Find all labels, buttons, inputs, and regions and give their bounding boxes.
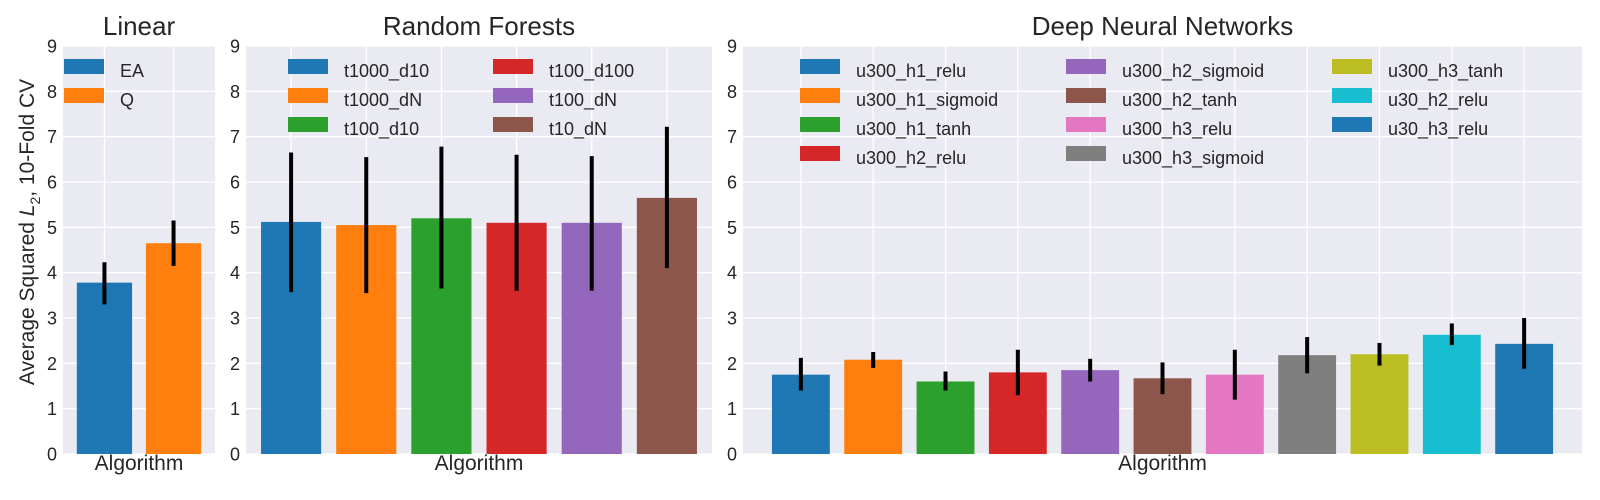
y-tick-label: 2 <box>727 354 737 374</box>
bar-Q <box>145 243 202 454</box>
y-tick-label: 4 <box>727 263 737 283</box>
y-tick-label: 0 <box>47 445 57 465</box>
y-tick-label: 5 <box>230 218 240 238</box>
legend-swatch-t1000-d10 <box>288 59 328 74</box>
legend-label: Q <box>120 90 134 110</box>
legend-swatch-t100-d10 <box>288 117 328 132</box>
legend-label: u30_h2_relu <box>1388 90 1488 111</box>
y-tick-label: 9 <box>727 37 737 57</box>
legend-swatch-u300-h2-tanh <box>1066 88 1106 103</box>
legend-swatch-u300-h3-relu <box>1066 117 1106 132</box>
legend-label: u300_h2_relu <box>856 148 966 169</box>
legend-swatch-t1000-dN <box>288 88 328 103</box>
legend-label: u30_h3_relu <box>1388 119 1488 140</box>
bar-u300-h1-tanh <box>916 381 975 454</box>
legend-swatch-u300-h3-sigmoid <box>1066 146 1106 161</box>
y-tick-label: 4 <box>47 263 57 283</box>
legend: u300_h1_reluu300_h1_sigmoidu300_h1_tanhu… <box>800 59 1503 169</box>
bar-EA <box>76 282 133 454</box>
plot-area <box>246 46 712 454</box>
x-axis-label: Algorithm <box>95 452 184 475</box>
legend-label: u300_h1_relu <box>856 61 966 82</box>
bar-u30-h2-relu <box>1422 334 1481 454</box>
y-tick-label: 6 <box>727 173 737 193</box>
y-tick-label: 1 <box>727 399 737 419</box>
panel-random-forests: 0 1 2 3 4 5 6 7 8 9 Random Forests Algorithm t1000_d… <box>230 11 712 475</box>
panel-title: Deep Neural Networks <box>1032 11 1294 41</box>
y-tick-label: 5 <box>727 218 737 238</box>
legend-label: u300_h2_sigmoid <box>1122 61 1264 82</box>
y-tick-label: 9 <box>230 37 240 57</box>
legend-swatch-u300-h1-tanh <box>800 117 840 132</box>
legend-label: u300_h3_sigmoid <box>1122 148 1264 169</box>
y-tick-label: 3 <box>727 309 737 329</box>
x-axis-label: Algorithm <box>435 452 524 475</box>
y-tick-label: 6 <box>47 173 57 193</box>
y-tick-label: 3 <box>230 309 240 329</box>
y-tick-label: 1 <box>230 399 240 419</box>
y-tick-label: 2 <box>230 354 240 374</box>
legend-label: u300_h1_tanh <box>856 119 971 140</box>
bar-u300-h1-sigmoid <box>844 359 903 454</box>
y-tick-label: 1 <box>47 399 57 419</box>
y-tick-label: 9 <box>47 37 57 57</box>
legend-label: u300_h2_tanh <box>1122 90 1237 111</box>
legend-label: u300_h1_sigmoid <box>856 90 998 111</box>
x-axis-label: Algorithm <box>1118 452 1207 475</box>
panel-title: Random Forests <box>383 11 575 41</box>
legend: t1000_d10 t1000_dN t100_d10 t100_d100 t100_d… <box>288 59 634 140</box>
y-tick-label: 0 <box>230 445 240 465</box>
legend-swatch-t10-dN <box>493 117 533 132</box>
legend-label: t100_d10 <box>344 119 419 140</box>
legend-label: u300_h3_relu <box>1122 119 1232 140</box>
bar-u300-h3-tanh <box>1350 354 1409 454</box>
legend-swatch-t100-d100 <box>493 59 533 74</box>
legend-label: t10_dN <box>549 119 607 140</box>
y-tick-label: 5 <box>47 218 57 238</box>
legend-label: EA <box>120 61 144 81</box>
legend-swatch-Q <box>64 88 104 103</box>
legend-swatch-u300-h3-tanh <box>1332 59 1372 74</box>
legend-swatch-u300-h1-sigmoid <box>800 88 840 103</box>
y-tick-label: 2 <box>47 354 57 374</box>
legend-swatch-u300-h2-sigmoid <box>1066 59 1106 74</box>
legend-label: t100_dN <box>549 90 617 111</box>
y-tick-label: 8 <box>230 82 240 102</box>
y-tick-label: 0 <box>727 445 737 465</box>
legend-swatch-EA <box>64 59 104 74</box>
panel-title: Linear <box>103 11 176 41</box>
legend-label: t1000_dN <box>344 90 422 111</box>
y-tick-label: 6 <box>230 173 240 193</box>
y-tick-label: 7 <box>727 127 737 147</box>
bar-u300-h2-sigmoid <box>1061 370 1120 454</box>
panel-deep-neural-networks: 0 1 2 3 4 5 6 7 8 9 Deep Neural Networks Algorithm u… <box>727 11 1582 475</box>
legend-swatch-t100-dN <box>493 88 533 103</box>
y-axis-label: Average Squared L2, 10-Fold CV <box>16 79 43 385</box>
legend-swatch-u30-h3-relu <box>1332 117 1372 132</box>
y-tick-label: 4 <box>230 263 240 283</box>
y-tick-label: 8 <box>727 82 737 102</box>
legend-label: t100_d100 <box>549 61 634 82</box>
y-tick-label: 8 <box>47 82 57 102</box>
legend-swatch-u300-h1-relu <box>800 59 840 74</box>
legend-label: u300_h3_tanh <box>1388 61 1503 82</box>
y-tick-label: 3 <box>47 309 57 329</box>
legend-label: t1000_d10 <box>344 61 429 82</box>
panel-linear: 0 1 2 3 4 5 6 7 8 9 Linear Algorithm EA Q <box>47 11 215 475</box>
legend-swatch-u30-h2-relu <box>1332 88 1372 103</box>
legend-swatch-u300-h2-relu <box>800 146 840 161</box>
y-tick-label: 7 <box>230 127 240 147</box>
y-tick-label: 7 <box>47 127 57 147</box>
legend: EA Q <box>64 59 144 110</box>
